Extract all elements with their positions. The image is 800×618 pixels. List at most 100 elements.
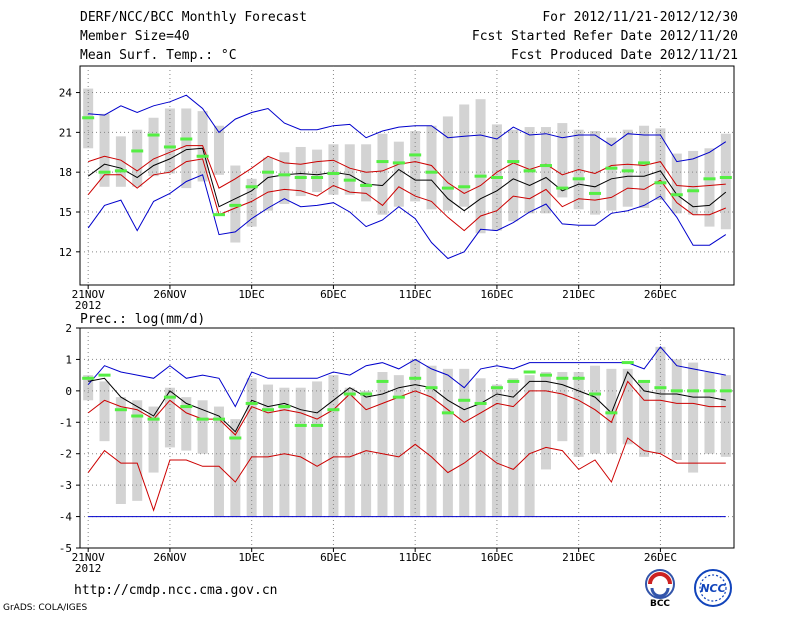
temp-ytick-label: 21: [59, 126, 72, 139]
temp-ytick-label: 24: [59, 87, 73, 100]
temp-box-day-3: [132, 129, 143, 187]
prec-ytick-label: -4: [59, 511, 73, 524]
prec-xtick-label: 6DEC: [320, 551, 347, 564]
temp-box-day-22: [442, 116, 453, 211]
temp-xtick-label: 21NOV: [72, 288, 105, 301]
prec-box-day-39: [720, 375, 731, 457]
temp-series-upper_1sd: [88, 145, 726, 194]
chart-title: DERF/NCC/BCC Monthly Forecast: [80, 10, 307, 25]
prec-ytick-label: 0: [65, 385, 72, 398]
prec-ytick-label: -5: [59, 542, 72, 555]
prec-plot-frame: [79, 327, 735, 549]
prec-series-lower: [87, 437, 726, 512]
source-url[interactable]: http://cmdp.ncc.cma.gov.cn: [74, 583, 278, 598]
temp-xtick-label: 6DEC: [320, 288, 347, 301]
prec-box-day-37: [688, 362, 699, 473]
ncc-logo: NCC: [694, 569, 732, 607]
prec-year-label: 2012: [75, 562, 102, 575]
prec-box-day-17: [361, 390, 372, 517]
prec-ytick-label: -3: [59, 479, 72, 492]
temp-box-day-33: [622, 129, 633, 207]
temp-box-day-17: [361, 144, 372, 202]
prec-series-mean: [88, 371, 726, 433]
prec-xtick-label: 26NOV: [153, 551, 186, 564]
temp-box-day-37: [688, 150, 699, 215]
prec-series-mean_minus: [87, 380, 726, 436]
temp-box-day-16: [344, 144, 355, 195]
temp-xtick-label: 1DEC: [238, 288, 265, 301]
fcst-started-date: Fcst Started Refer Date 2012/11/20: [471, 29, 738, 44]
temp-xtick-label: 26NOV: [153, 288, 186, 301]
temp-box-day-2: [115, 136, 126, 187]
prec-box-day-25: [491, 384, 502, 517]
temp-box-day-5: [164, 108, 175, 174]
temp-box-day-26: [508, 129, 519, 222]
prec-box-day-8: [213, 406, 224, 517]
temp-box-day-12: [279, 152, 290, 205]
temp-series-upper_2sd: [88, 94, 727, 163]
prec-box-day-12: [279, 387, 290, 517]
ncc-logo-label: NCC: [700, 582, 725, 595]
temp-box-day-15: [328, 144, 339, 195]
prec-box-day-28: [540, 372, 551, 470]
prec-box-day-38: [704, 372, 715, 454]
prec-box-day-26: [508, 378, 519, 517]
temp-xtick-label: 16DEC: [480, 288, 513, 301]
temp-panel-label: Mean Surf. Temp.: °C: [80, 48, 237, 63]
prec-box-day-33: [622, 368, 633, 445]
prec-panel-label: Prec.: log(mm/d): [80, 312, 205, 327]
temp-series-lower_2sd: [87, 174, 727, 260]
prec-box-day-32: [606, 368, 617, 454]
prec-ytick-label: 1: [65, 353, 72, 366]
prec-ytick-label: -2: [59, 448, 72, 461]
prec-xtick-label: 1DEC: [238, 551, 265, 564]
temp-ytick-label: 12: [59, 246, 72, 259]
prec-xtick-label: 26DEC: [644, 551, 677, 564]
temp-xtick-label: 21DEC: [562, 288, 595, 301]
prec-box-day-9: [230, 419, 241, 517]
prec-box-day-2: [115, 397, 126, 504]
prec-box-day-1: [99, 381, 110, 442]
temp-box-day-6: [181, 108, 192, 189]
temp-box-day-8: [213, 125, 224, 175]
prec-box-day-13: [295, 387, 306, 517]
fcst-produced-date: Fcst Produced Date 2012/11/21: [511, 48, 738, 63]
temp-box-day-29: [557, 123, 568, 198]
bcc-logo: BCC: [645, 569, 675, 609]
temp-series-lower_1sd: [87, 158, 726, 232]
prec-box-day-34: [639, 381, 650, 457]
prec-box-day-0: [83, 375, 94, 401]
member-size: Member Size=40: [80, 29, 190, 44]
temp-box-day-35: [655, 128, 666, 201]
temp-box-day-39: [720, 133, 731, 230]
temp-xtick-label: 11DEC: [399, 288, 432, 301]
prec-box-day-14: [312, 381, 323, 517]
temp-box-day-13: [295, 146, 306, 197]
prec-box-day-5: [164, 387, 175, 448]
temp-ytick-label: 15: [59, 206, 72, 219]
grads-credit: GrADS: COLA/IGES: [3, 603, 88, 613]
prec-box-day-23: [459, 368, 470, 517]
prec-xtick-label: 21NOV: [72, 551, 105, 564]
prec-box-day-20: [410, 359, 421, 517]
prec-box-day-15: [328, 375, 339, 517]
temp-ytick-label: 18: [59, 166, 72, 179]
forecast-period: For 2012/11/21-2012/12/30: [542, 10, 738, 25]
prec-box-day-10: [246, 378, 257, 517]
bcc-logo-label: BCC: [650, 599, 670, 609]
prec-box-day-6: [181, 397, 192, 451]
prec-box-day-30: [573, 372, 584, 457]
prec-ytick-label: -1: [59, 416, 72, 429]
temp-plot-frame: [79, 65, 735, 286]
temp-box-day-11: [263, 157, 274, 211]
prec-ytick-label: 2: [65, 322, 72, 335]
prec-box-day-19: [393, 375, 404, 517]
temp-box-day-18: [377, 133, 388, 215]
temp-box-day-36: [671, 153, 682, 214]
temp-box-day-1: [99, 113, 110, 187]
prec-series-upper: [87, 346, 726, 408]
temp-box-day-14: [312, 149, 323, 193]
prec-box-day-22: [442, 368, 453, 517]
temp-box-day-21: [426, 125, 437, 210]
prec-xtick-label: 11DEC: [399, 551, 432, 564]
